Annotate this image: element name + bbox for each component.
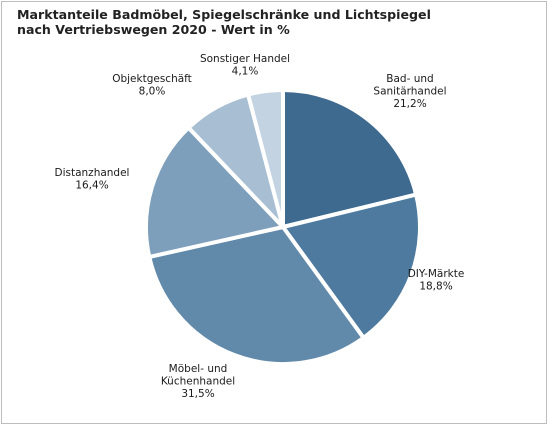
slice-label-1: Bad- und Sanitärhandel 21,2% <box>373 73 446 110</box>
slice-label-6: Sonstiger Handel 4,1% <box>200 53 290 78</box>
slice-label-3: Möbel- und Küchenhandel 31,5% <box>161 363 235 400</box>
pie-slice-3 <box>146 224 367 367</box>
slice-label-2: DIY-Märkte 18,8% <box>408 268 465 293</box>
slice-label-4: Distanzhandel 16,4% <box>55 167 130 192</box>
pie-slice-1 <box>281 87 419 230</box>
pie-slice-4 <box>144 124 287 260</box>
slice-label-5: Objektgeschäft 8,0% <box>112 73 192 98</box>
pie-slice-2 <box>279 192 422 341</box>
pie-labels: Bad- und Sanitärhandel 21,2% DIY-Märkte 18,8… <box>55 53 465 400</box>
chart-title: Marktanteile Badmöbel, Spiegelschränke u… <box>17 7 431 37</box>
pie-slice-6 <box>245 87 285 228</box>
pie-slices <box>144 87 422 367</box>
